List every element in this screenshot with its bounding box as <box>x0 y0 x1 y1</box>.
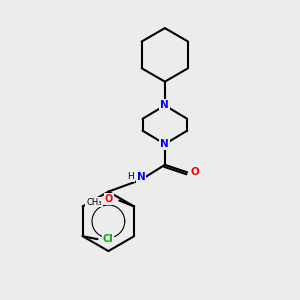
Text: Cl: Cl <box>103 234 113 244</box>
Text: O: O <box>190 167 199 177</box>
Text: N: N <box>160 100 169 110</box>
Text: CH₃: CH₃ <box>86 197 102 206</box>
Text: O: O <box>105 194 113 204</box>
Text: H: H <box>127 172 134 181</box>
Text: N: N <box>160 139 169 149</box>
Text: N: N <box>137 172 146 182</box>
